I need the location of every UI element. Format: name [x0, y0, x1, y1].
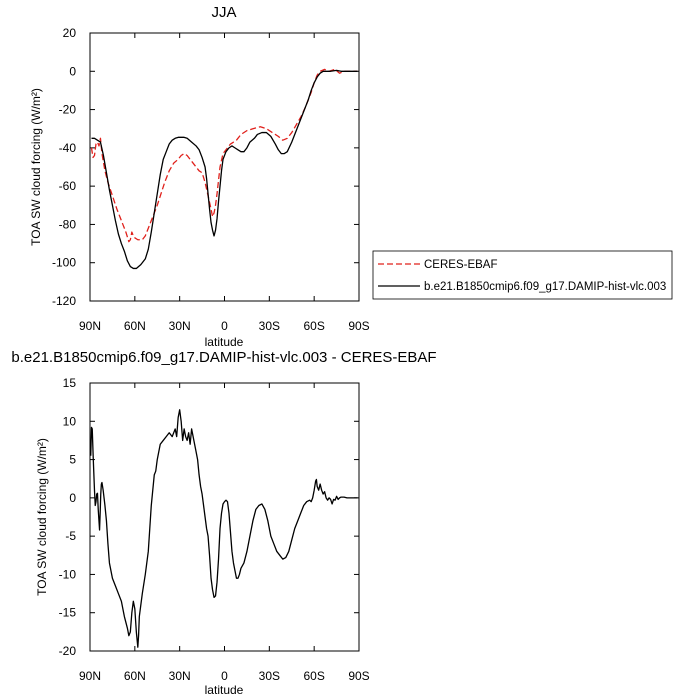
bottom-xtick-label: 90S — [348, 669, 369, 683]
top-ytick-label: -100 — [52, 256, 76, 270]
top-x-axis: 90N 60N 30N 0 30S 60S 90S — [79, 33, 370, 333]
bottom-ytick-label: -5 — [65, 529, 76, 543]
top-xtick-label: 30N — [169, 319, 191, 333]
bottom-series-line-0 — [90, 409, 358, 648]
legend-label-model: b.e21.B1850cmip6.f09_g17.DAMIP-hist-vlc.… — [424, 281, 666, 293]
top-xtick-label: 0 — [221, 319, 228, 333]
legend-box — [372, 250, 673, 300]
top-xtick-label: 90N — [79, 319, 101, 333]
bottom-ytick-label: 0 — [69, 491, 76, 505]
top-ytick-label: 20 — [63, 26, 77, 40]
top-y-axis-label: TOA SW cloud forcing (W/m²) — [29, 88, 43, 246]
top-series-line-1 — [91, 69, 358, 270]
top-ytick-label: -120 — [52, 294, 76, 308]
bottom-xtick-label: 90N — [79, 669, 101, 683]
top-ytick-label: 0 — [69, 64, 76, 78]
bottom-ytick-label: 15 — [63, 376, 77, 390]
bottom-xtick-label: 60S — [303, 669, 324, 683]
bottom-ytick-label: -20 — [59, 644, 77, 658]
top-xtick-label: 30S — [259, 319, 280, 333]
top-ytick-label: -80 — [59, 217, 77, 231]
top-xtick-label: 60S — [303, 319, 324, 333]
bottom-xtick-label: 30S — [259, 669, 280, 683]
bottom-plot-frame — [89, 382, 360, 652]
bottom-y-axis-label: TOA SW cloud forcing (W/m²) — [35, 438, 49, 596]
top-xtick-label: 60N — [124, 319, 146, 333]
bottom-panel: b.e21.B1850cmip6.f09_g17.DAMIP-hist-vlc.… — [11, 349, 436, 697]
top-x-axis-label: latitude — [205, 335, 244, 349]
bottom-chart-title: b.e21.B1850cmip6.f09_g17.DAMIP-hist-vlc.… — [11, 349, 436, 366]
bottom-x-axis-label: latitude — [205, 683, 244, 697]
top-y-axis: 20 0 -20 -40 -60 -80 -100 -120 — [52, 26, 359, 308]
bottom-ytick-label: 10 — [63, 414, 77, 428]
bottom-ytick-label: -10 — [59, 567, 77, 581]
top-xtick-label: 90S — [348, 319, 369, 333]
bottom-series-lines — [90, 409, 358, 648]
top-ytick-label: -40 — [59, 141, 77, 155]
bottom-x-axis: 90N 60N 30N 0 30S 60S 90S — [79, 383, 370, 683]
bottom-ytick-label: -15 — [59, 606, 77, 620]
bottom-xtick-label: 0 — [221, 669, 228, 683]
top-chart-title: JJA — [211, 4, 236, 21]
bottom-xtick-label: 60N — [124, 669, 146, 683]
bottom-ytick-label: 5 — [69, 453, 76, 467]
legend: CERES-EBAF b.e21.B1850cmip6.f09_g17.DAMI… — [372, 250, 673, 300]
top-plot-frame — [89, 32, 360, 302]
legend-label-ceres: CERES-EBAF — [424, 259, 498, 271]
top-ytick-label: -60 — [59, 179, 77, 193]
bottom-y-axis: 15 10 5 0 -5 -10 -15 -20 — [59, 376, 359, 658]
bottom-xtick-label: 30N — [169, 669, 191, 683]
top-ytick-label: -20 — [59, 103, 77, 117]
top-panel: JJA 20 0 -20 -40 -60 -80 -100 -120 90N 60N 30N 0 30… — [29, 4, 370, 349]
top-series-lines — [90, 68, 358, 270]
